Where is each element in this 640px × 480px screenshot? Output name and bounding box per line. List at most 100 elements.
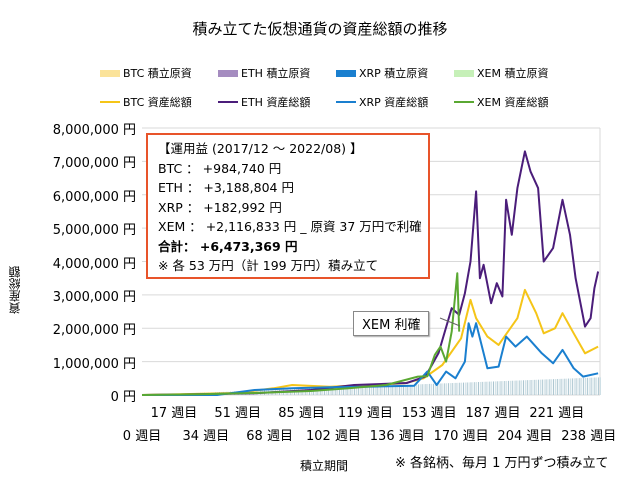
principal-bar (410, 384, 412, 395)
principal-bar (598, 377, 600, 395)
principal-bar (342, 387, 344, 395)
principal-bar (371, 386, 372, 395)
principal-bar (436, 383, 438, 395)
principal-bar (440, 383, 442, 395)
principal-bar (423, 384, 425, 395)
principal-bar (549, 379, 551, 395)
summary-total: 合計： +6,473,369 円 (158, 238, 298, 254)
principal-bar (521, 380, 523, 395)
principal-bar (446, 383, 448, 395)
summary-heading: 【運用益 (2017/12 ～ 2022/08) 】 (158, 141, 363, 156)
legend-item: ETH 積立原資 (218, 65, 336, 81)
principal-bar (569, 378, 571, 395)
principal-bar (391, 385, 393, 395)
principal-bar (513, 380, 515, 395)
x-axis-label: 積立期間 (300, 459, 349, 473)
principal-bar (541, 379, 543, 395)
principal-bar (335, 387, 337, 395)
principal-bar (325, 387, 327, 395)
principal-bar (320, 388, 322, 395)
principal-bar (584, 377, 586, 395)
x-tick-label: 85 週目 (278, 406, 325, 421)
principal-bar (389, 385, 391, 395)
principal-bar (547, 379, 549, 395)
y-tick-label: 6,000,000 円 (52, 189, 136, 205)
legend-label: XRP 積立原資 (359, 67, 429, 80)
principal-bar (416, 384, 418, 395)
x-tick-label: 153 週目 (401, 406, 457, 421)
principal-bar (506, 380, 508, 395)
principal-bar (417, 384, 419, 395)
principal-bar (399, 385, 401, 395)
principal-bar (524, 380, 526, 395)
x-tick-label: 102 週目 (305, 429, 361, 444)
series-line-btc (141, 288, 599, 396)
x-tick-label: 17 週目 (150, 406, 198, 421)
y-tick-label: 1,000,000 円 (52, 356, 136, 372)
principal-bar (324, 387, 326, 395)
principal-bar (453, 382, 455, 395)
principal-bar (386, 385, 388, 395)
principal-bar (536, 379, 538, 395)
legend-label: BTC 資産総額 (123, 96, 192, 109)
principal-bar (474, 382, 476, 395)
principal-bar (354, 386, 356, 395)
y-tick-label: 5,000,000 円 (52, 223, 136, 239)
principal-bar (528, 380, 530, 395)
principal-bar (500, 381, 502, 395)
principal-bar (333, 387, 335, 395)
principal-bar (395, 385, 397, 395)
legend-total: BTC 資産総額 ETH 資産総額 XRP 資産総額 XEM 資産総額 (100, 94, 572, 110)
principal-bar (538, 379, 540, 395)
principal-bar (558, 378, 560, 395)
callout-leader (439, 317, 461, 327)
series-line-xrp (142, 322, 599, 396)
principal-bar (526, 380, 528, 395)
principal-bar (355, 386, 357, 395)
principal-bar (427, 383, 429, 395)
principal-bar (447, 383, 449, 395)
principal-bar (573, 378, 575, 395)
summary-box: 【運用益 (2017/12 ～ 2022/08) 】 BTC ： +984,74… (146, 133, 430, 279)
summary-xem: XEM ： +2,116,833 円 _ 原資 37 万円で利確 (158, 219, 422, 234)
principal-bar (359, 386, 361, 395)
principal-bar (397, 385, 399, 395)
principal-bar (517, 380, 519, 395)
principal-bar (586, 377, 588, 395)
legend-label: BTC 積立原資 (123, 67, 192, 80)
principal-bar (412, 384, 414, 395)
principal-bar (402, 384, 404, 395)
principal-bar (367, 386, 369, 395)
principal-bar (530, 379, 532, 395)
principal-bar (457, 382, 459, 395)
principal-bar (594, 377, 596, 395)
principal-bar (464, 382, 466, 395)
x-tick-label: 187 週目 (465, 406, 521, 421)
principal-bar (579, 378, 581, 395)
principal-bar (483, 381, 485, 395)
principal-bar (380, 385, 382, 395)
principal-bar (472, 382, 474, 395)
principal-bar (462, 382, 464, 395)
principal-bar (425, 384, 427, 395)
footnote: ※ 各銘柄、毎月 1 万円ずつ積み立て (395, 456, 609, 471)
principal-bar (564, 378, 566, 395)
principal-bar (485, 381, 487, 395)
principal-bar (560, 378, 562, 395)
principal-bar (590, 377, 592, 395)
x-tick-label: 238 週目 (561, 429, 617, 444)
principal-bar (487, 381, 489, 395)
principal-bar (431, 383, 433, 395)
chart-title: 積み立てた仮想通貨の資産総額の推移 (192, 20, 448, 38)
principal-bar (491, 381, 493, 395)
legend-item: XRP 積立原資 (336, 65, 454, 81)
principal-bar (444, 383, 446, 395)
principal-bar (539, 379, 541, 395)
principal-bar (600, 377, 601, 395)
legend-label: XEM 資産総額 (477, 96, 549, 109)
x-tick-label: 170 週目 (433, 429, 489, 444)
principal-bar (534, 379, 536, 395)
principal-bar (575, 378, 577, 395)
principal-bar (583, 377, 585, 395)
principal-bar (432, 383, 434, 395)
